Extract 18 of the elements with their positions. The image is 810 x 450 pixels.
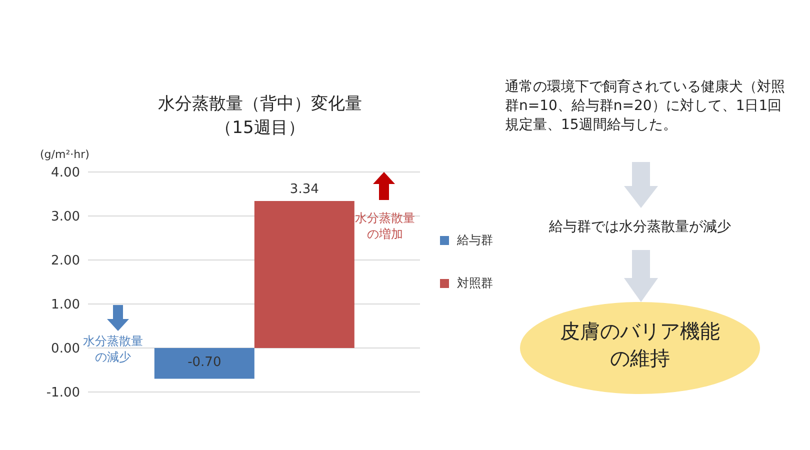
annotation: 水分蒸散量の増加 [354, 210, 416, 242]
chart-subtitle: （15週目） [214, 117, 306, 140]
data-label: 3.34 [290, 182, 319, 198]
text: 皮膚のバリア機能の維持 [559, 318, 721, 372]
legend-label: 対照群 [457, 275, 493, 292]
y-tick-label: 1.00 [51, 298, 80, 313]
y-tick-label: -1.00 [46, 386, 80, 401]
legend-label: 給与群 [457, 232, 493, 249]
y-axis-title: (g/m²·hr) [40, 148, 90, 161]
y-tick-label: 2.00 [51, 254, 80, 269]
text: 通常の環境下で飼育されている健康犬（対照群n=10、給与群n=20）に対して、1日1回規定量、15週間給与した。 [505, 78, 786, 135]
y-tick-label: 4.00 [51, 166, 80, 181]
text: 給与群では水分蒸散量が減少 [548, 218, 732, 237]
chart-title: 水分蒸散量（背中）変化量 [157, 93, 363, 116]
y-tick-label: 3.00 [51, 210, 80, 225]
data-label: -0.70 [188, 355, 222, 370]
annotation: 水分蒸散量の減少 [82, 333, 144, 366]
y-tick-label: 0.00 [51, 342, 80, 357]
